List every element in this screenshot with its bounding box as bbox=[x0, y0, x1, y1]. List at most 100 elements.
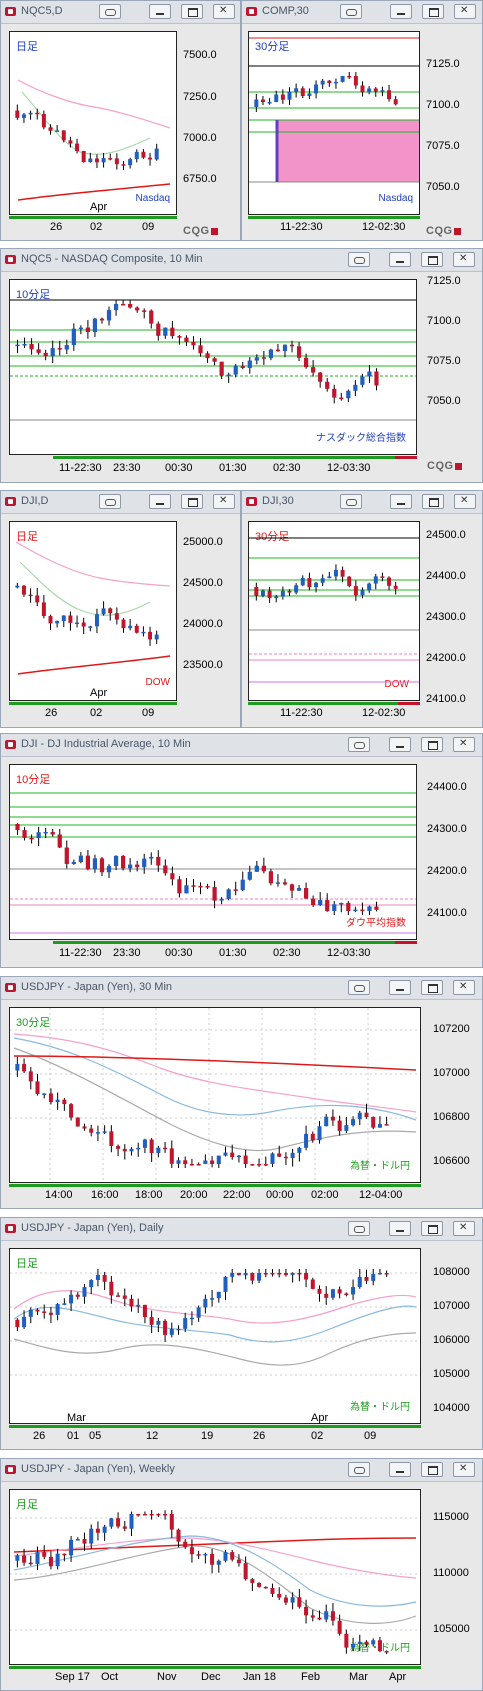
minimize-button[interactable] bbox=[389, 252, 411, 267]
candle-body bbox=[289, 884, 295, 891]
candle-body bbox=[102, 1526, 107, 1533]
link-icon[interactable] bbox=[348, 1462, 370, 1477]
maximize-button[interactable] bbox=[421, 737, 443, 752]
cqg-app-icon bbox=[5, 1465, 16, 1474]
candle-body bbox=[163, 1514, 168, 1516]
candle-body bbox=[340, 76, 345, 82]
title-bar[interactable]: DJI - DJ Industrial Average, 10 Min bbox=[1, 734, 482, 757]
title-bar[interactable]: NQC5,D bbox=[1, 1, 240, 24]
candle-body bbox=[22, 1316, 27, 1328]
close-button[interactable] bbox=[453, 737, 475, 752]
maximize-button[interactable] bbox=[421, 1221, 443, 1236]
chart-plot-area[interactable]: 日足 DOW bbox=[9, 521, 177, 701]
close-button[interactable] bbox=[213, 494, 235, 509]
candle-body bbox=[88, 626, 93, 628]
candle-body bbox=[351, 1119, 356, 1126]
y-tick: 107000 bbox=[433, 1067, 470, 1079]
close-button[interactable] bbox=[453, 980, 475, 995]
candle-body bbox=[380, 90, 385, 92]
chart-plot-area[interactable]: 30分足 為替・ドル円 bbox=[9, 1007, 421, 1183]
chart-plot-area[interactable]: 10分足 ダウ平均指数 bbox=[9, 764, 417, 940]
x-month: Apr bbox=[311, 1412, 329, 1424]
title-bar[interactable]: DJI,30 bbox=[242, 491, 482, 514]
x-tick: 26 bbox=[45, 707, 58, 719]
maximize-button[interactable] bbox=[421, 1462, 443, 1477]
minimize-button[interactable] bbox=[389, 980, 411, 995]
title-bar[interactable]: DJI,D bbox=[1, 491, 240, 514]
close-button[interactable] bbox=[453, 1462, 475, 1477]
title-bar[interactable]: USDJPY - Japan (Yen), Daily bbox=[1, 1218, 482, 1241]
candle-body bbox=[387, 90, 392, 100]
title-bar[interactable]: USDJPY - Japan (Yen), Weekly bbox=[1, 1459, 482, 1482]
chart-plot-area[interactable]: 日足 Nasdaq bbox=[9, 31, 177, 215]
minimize-button[interactable] bbox=[389, 1462, 411, 1477]
maximize-button[interactable] bbox=[422, 4, 444, 19]
window-dji-10min[interactable]: DJI - DJ Industrial Average, 10 Min 10分足… bbox=[0, 733, 483, 968]
candle-body bbox=[114, 158, 119, 165]
candle-body bbox=[243, 1563, 248, 1580]
minimize-button[interactable] bbox=[389, 737, 411, 752]
maximize-button[interactable] bbox=[421, 252, 443, 267]
link-icon[interactable] bbox=[340, 4, 362, 19]
window-usdjpy-daily[interactable]: USDJPY - Japan (Yen), Daily 日足 為替・ドル円 10… bbox=[0, 1217, 483, 1450]
window-comp-30[interactable]: COMP,30 30分足 Nasdaq 7125.0 7100.0 7075.0… bbox=[241, 0, 483, 241]
maximize-button[interactable] bbox=[422, 494, 444, 509]
link-icon[interactable] bbox=[348, 980, 370, 995]
maximize-button[interactable] bbox=[181, 494, 203, 509]
candle-body bbox=[283, 1273, 288, 1275]
window-usdjpy-weekly[interactable]: USDJPY - Japan (Yen), Weekly 月足 為替・ドル円 1… bbox=[0, 1458, 483, 1691]
window-dji-daily[interactable]: DJI,D 日足 DOW 25000.0 24500.0 24000.0 235… bbox=[0, 490, 241, 728]
candle-body bbox=[317, 1126, 322, 1141]
candle-body bbox=[297, 1273, 302, 1275]
candle-body bbox=[230, 1552, 235, 1560]
candle-body bbox=[287, 590, 292, 593]
minimize-button[interactable] bbox=[390, 494, 412, 509]
chart-plot-area[interactable]: 30分足 Nasdaq bbox=[248, 31, 420, 215]
title-bar[interactable]: COMP,30 bbox=[242, 1, 482, 24]
x-tick: 02:30 bbox=[273, 947, 301, 959]
candle-body bbox=[149, 1514, 154, 1516]
minimize-button[interactable] bbox=[390, 4, 412, 19]
candle-body bbox=[156, 856, 161, 866]
minimize-button[interactable] bbox=[389, 1221, 411, 1236]
candle-body bbox=[154, 634, 159, 640]
y-tick: 24200.0 bbox=[427, 865, 467, 877]
candle-body bbox=[61, 615, 66, 622]
candle-body bbox=[78, 327, 83, 330]
title-bar[interactable]: NQC5 - NASDAQ Composite, 10 Min bbox=[1, 249, 482, 272]
window-nqc5-10min[interactable]: NQC5 - NASDAQ Composite, 10 Min 10分足 ナスダ… bbox=[0, 248, 483, 483]
title-bar[interactable]: USDJPY - Japan (Yen), 30 Min bbox=[1, 977, 482, 1000]
maximize-button[interactable] bbox=[421, 980, 443, 995]
window-dji-30[interactable]: DJI,30 30分足 DOW 24500.0 24400.0 24300.0 … bbox=[241, 490, 483, 728]
candle-body bbox=[294, 585, 299, 593]
chart-plot-area[interactable]: 30分足 DOW bbox=[248, 521, 420, 701]
chart-plot-area[interactable]: 日足 為替・ドル円 bbox=[9, 1248, 421, 1424]
close-button[interactable] bbox=[454, 494, 476, 509]
link-icon[interactable] bbox=[99, 494, 121, 509]
candlestick-chart bbox=[10, 1008, 420, 1182]
candle-body bbox=[142, 1514, 147, 1516]
minimize-button[interactable] bbox=[149, 494, 171, 509]
link-icon[interactable] bbox=[348, 252, 370, 267]
link-icon[interactable] bbox=[348, 1221, 370, 1236]
chart-plot-area[interactable]: 月足 為替・ドル円 bbox=[9, 1489, 421, 1665]
close-button[interactable] bbox=[453, 252, 475, 267]
link-icon[interactable] bbox=[348, 737, 370, 752]
candle-body bbox=[142, 1139, 147, 1148]
maximize-button[interactable] bbox=[181, 4, 203, 19]
window-usdjpy-30[interactable]: USDJPY - Japan (Yen), 30 Min 30分足 為替・ドル円… bbox=[0, 976, 483, 1209]
window-nqc5-daily[interactable]: NQC5,D 日足 Nasdaq 7500.0 7250.0 7000.0 67… bbox=[0, 0, 241, 241]
session-bar-red bbox=[395, 456, 417, 459]
close-button[interactable] bbox=[213, 4, 235, 19]
minimize-button[interactable] bbox=[149, 4, 171, 19]
candle-body bbox=[198, 885, 203, 888]
close-button[interactable] bbox=[454, 4, 476, 19]
link-icon[interactable] bbox=[340, 494, 362, 509]
link-icon[interactable] bbox=[99, 4, 121, 19]
candle-body bbox=[360, 590, 365, 596]
candle-body bbox=[304, 1273, 309, 1280]
candle-body bbox=[270, 1153, 275, 1164]
candle-body bbox=[330, 1289, 335, 1298]
chart-plot-area[interactable]: 10分足 ナスダック総合指数 bbox=[9, 279, 417, 455]
close-button[interactable] bbox=[453, 1221, 475, 1236]
